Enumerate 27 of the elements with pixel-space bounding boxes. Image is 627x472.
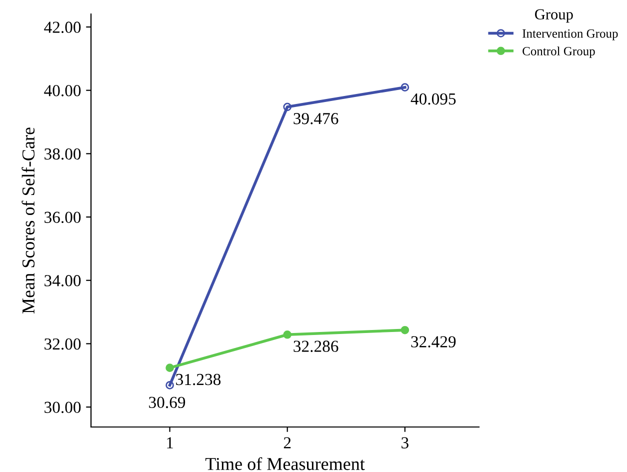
legend-label: Control Group <box>522 46 595 58</box>
legend-label: Intervention Group <box>522 29 618 40</box>
data-label: 30.69 <box>149 396 186 408</box>
data-label: 32.429 <box>411 336 456 348</box>
point <box>283 330 292 339</box>
y-tick-label: 36.00 <box>44 212 81 224</box>
data-label: 31.238 <box>176 374 221 386</box>
point <box>400 326 410 334</box>
point <box>166 364 174 372</box>
data-label: 39.476 <box>294 113 338 124</box>
x-axis-title: Time of Measurement <box>205 457 365 470</box>
data-label: 32.286 <box>294 340 338 352</box>
x-tick-label: 3 <box>402 437 408 448</box>
y-tick-label: 42.00 <box>44 22 81 34</box>
legend-title: Group <box>535 9 573 23</box>
point <box>283 102 292 112</box>
y-tick-label: 34.00 <box>44 275 81 286</box>
data-label: 40.095 <box>410 93 456 105</box>
y-axis-title: Mean Scores of Self-Care <box>22 128 35 314</box>
point <box>166 381 174 390</box>
y-tick-label: 38.00 <box>44 148 81 160</box>
point <box>400 83 410 92</box>
x-tick-label: 1 <box>167 437 173 448</box>
x-tick-label: 2 <box>284 437 291 448</box>
y-tick-label: 30.00 <box>44 402 81 414</box>
y-tick-label: 40.00 <box>44 85 81 96</box>
y-tick-label: 32.00 <box>44 338 81 350</box>
